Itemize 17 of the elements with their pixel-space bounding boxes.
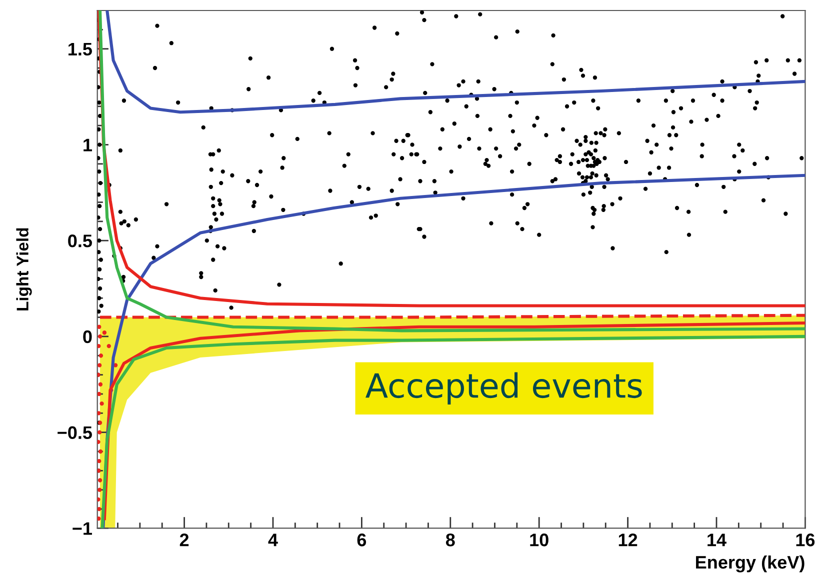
y-tick-label: 0.5	[68, 234, 92, 248]
y-tick-label: −0.5	[58, 426, 92, 440]
x-axis-title: Energy (keV)	[696, 555, 804, 572]
x-tick-label: 10	[530, 534, 548, 546]
x-tick-label: 14	[708, 534, 726, 546]
x-tick-label: 2	[180, 534, 189, 546]
y-tick-label: 1	[84, 138, 92, 152]
y-tick-label: 0	[83, 330, 92, 344]
x-tick-label: 4	[268, 534, 278, 546]
x-tick-label: 6	[357, 534, 366, 546]
y-tick-label: 1.5	[68, 42, 92, 56]
y-axis-title: Light Yield	[16, 228, 32, 310]
annotation: Accepted events	[366, 372, 642, 405]
x-tick-label: 12	[618, 534, 638, 546]
y-tick-label: −1	[72, 522, 92, 535]
x-tick-label: 8	[446, 534, 455, 546]
x-tick-label: 16	[796, 534, 815, 546]
